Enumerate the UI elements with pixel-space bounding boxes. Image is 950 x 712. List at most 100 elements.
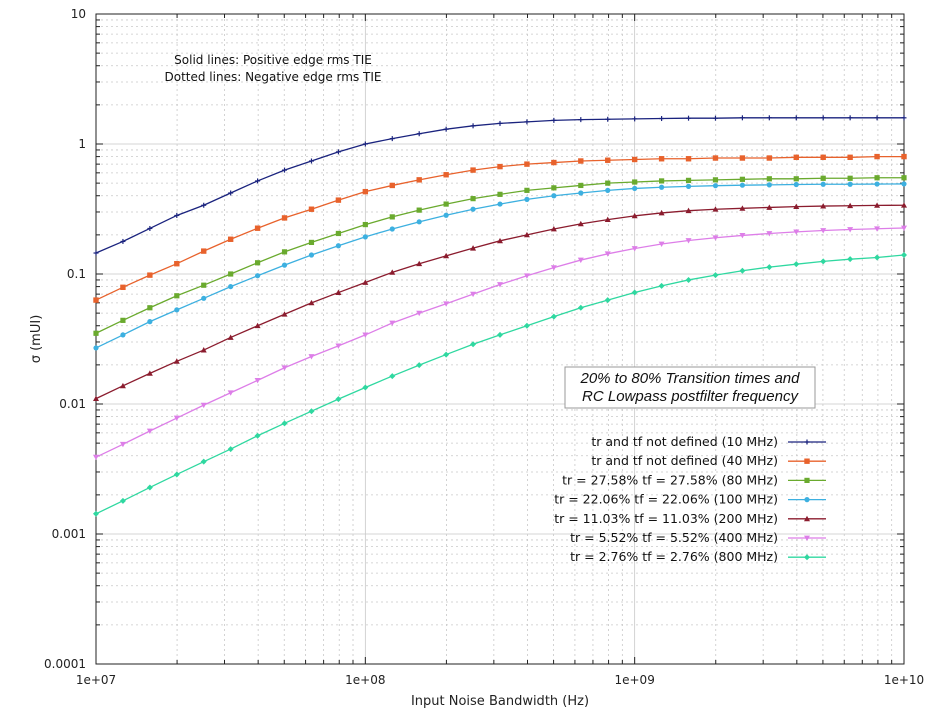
data-point xyxy=(901,252,907,259)
data-point xyxy=(201,248,207,254)
data-point xyxy=(335,343,342,349)
series-1 xyxy=(93,115,907,256)
data-point xyxy=(685,276,692,283)
data-point xyxy=(685,177,692,183)
data-point xyxy=(335,243,341,249)
data-point xyxy=(658,241,665,248)
data-point xyxy=(793,176,799,182)
data-point xyxy=(524,187,530,193)
series-layer xyxy=(93,115,907,517)
data-point xyxy=(308,239,315,246)
data-point xyxy=(335,396,342,403)
data-point xyxy=(228,283,234,290)
data-point xyxy=(362,332,369,338)
series-5 xyxy=(93,202,907,402)
data-point xyxy=(443,351,450,358)
data-point xyxy=(308,299,315,306)
series-6 xyxy=(93,225,907,461)
data-point xyxy=(901,153,907,160)
data-point xyxy=(578,182,584,189)
data-point xyxy=(847,115,853,121)
data-point xyxy=(362,141,368,147)
data-point xyxy=(146,484,153,491)
data-point xyxy=(847,181,853,187)
data-point xyxy=(766,231,773,237)
data-point xyxy=(173,415,180,422)
legend-entry: tr and tf not defined (10 MHz) xyxy=(591,434,826,449)
data-point xyxy=(93,330,99,336)
data-point xyxy=(739,176,745,182)
data-point xyxy=(497,120,503,126)
data-point xyxy=(93,250,99,256)
data-point xyxy=(524,161,530,167)
data-point xyxy=(443,172,449,178)
legend-label: tr = 22.06% tf = 22.06% (100 MHz) xyxy=(554,492,778,507)
series-2 xyxy=(93,153,907,303)
data-point xyxy=(901,175,907,181)
data-point xyxy=(551,117,557,123)
data-point xyxy=(416,362,423,369)
data-point xyxy=(739,267,746,274)
legend-entry: tr = 11.03% tf = 11.03% (200 MHz) xyxy=(554,511,826,526)
data-point xyxy=(631,212,638,219)
x-axis-title: Input Noise Bandwidth (Hz) xyxy=(411,694,589,709)
data-point xyxy=(820,258,827,265)
legend-label: tr = 27.58% tf = 27.58% (80 MHz) xyxy=(562,472,778,487)
data-point xyxy=(227,236,234,242)
data-point xyxy=(416,219,422,225)
data-point xyxy=(201,295,207,301)
data-point xyxy=(901,225,907,231)
data-point xyxy=(901,115,907,121)
data-point xyxy=(793,261,800,268)
data-point xyxy=(766,204,773,210)
data-point xyxy=(685,156,692,162)
annotation-dotted-lines: Dotted lines: Negative edge rms TIE xyxy=(165,70,382,84)
data-point xyxy=(497,237,503,244)
data-point xyxy=(605,157,611,163)
data-point xyxy=(766,176,772,182)
data-point xyxy=(255,273,261,279)
data-point xyxy=(120,238,126,244)
data-point xyxy=(362,384,369,391)
data-point xyxy=(497,163,503,170)
y-tick-label: 0.001 xyxy=(52,527,86,541)
data-point xyxy=(281,365,288,371)
data-point xyxy=(901,181,907,187)
legend: tr and tf not defined (10 MHz) tr and tf … xyxy=(554,434,826,564)
data-point xyxy=(308,158,314,164)
data-point xyxy=(577,257,584,264)
data-point xyxy=(93,454,99,461)
data-point xyxy=(712,183,719,189)
data-point xyxy=(820,181,826,187)
x-tick-label: 1e+07 xyxy=(76,673,116,687)
data-point xyxy=(793,181,799,188)
data-point xyxy=(804,515,810,522)
data-point xyxy=(470,123,476,129)
data-point xyxy=(389,214,395,220)
data-point xyxy=(659,184,665,190)
data-point xyxy=(389,320,396,326)
data-point xyxy=(604,216,611,223)
data-point xyxy=(335,197,342,203)
data-point xyxy=(255,260,261,266)
data-point xyxy=(874,181,880,187)
data-point xyxy=(362,221,368,228)
data-point xyxy=(551,185,557,191)
data-point xyxy=(712,177,719,183)
data-point xyxy=(658,282,665,289)
data-point xyxy=(739,233,746,239)
data-point xyxy=(416,207,422,213)
data-point xyxy=(739,205,746,211)
data-point xyxy=(847,154,853,161)
data-point xyxy=(874,202,881,208)
data-point xyxy=(820,175,826,181)
data-point xyxy=(804,458,810,464)
data-point xyxy=(255,178,261,184)
legend-label: tr and tf not defined (40 MHz) xyxy=(591,453,778,468)
data-point xyxy=(147,319,153,325)
legend-entry: tr = 22.06% tf = 22.06% (100 MHz) xyxy=(554,492,826,507)
data-point xyxy=(766,115,772,121)
data-point xyxy=(93,510,99,517)
data-point xyxy=(362,188,369,195)
